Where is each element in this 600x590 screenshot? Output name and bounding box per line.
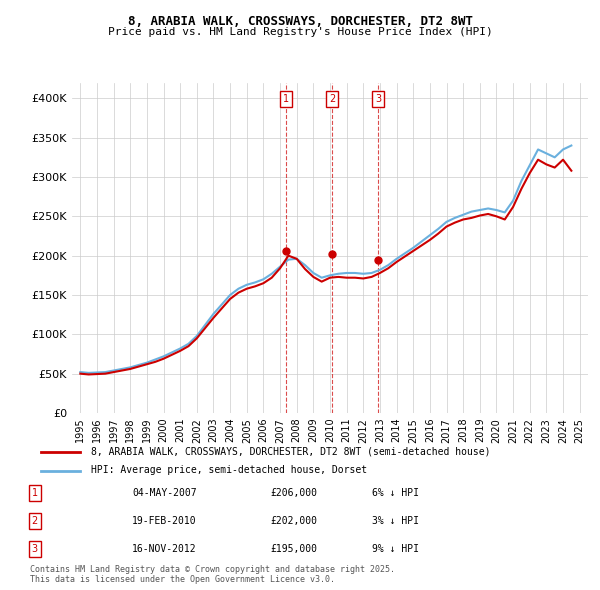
Text: 3: 3 bbox=[375, 94, 381, 104]
Text: 9% ↓ HPI: 9% ↓ HPI bbox=[372, 545, 419, 554]
Text: 2: 2 bbox=[32, 516, 38, 526]
Text: 3% ↓ HPI: 3% ↓ HPI bbox=[372, 516, 419, 526]
Text: 19-FEB-2010: 19-FEB-2010 bbox=[132, 516, 197, 526]
Text: 8, ARABIA WALK, CROSSWAYS, DORCHESTER, DT2 8WT: 8, ARABIA WALK, CROSSWAYS, DORCHESTER, D… bbox=[128, 15, 473, 28]
Text: 6% ↓ HPI: 6% ↓ HPI bbox=[372, 488, 419, 497]
Text: HPI: Average price, semi-detached house, Dorset: HPI: Average price, semi-detached house,… bbox=[91, 465, 367, 475]
Text: £202,000: £202,000 bbox=[270, 516, 317, 526]
Text: Contains HM Land Registry data © Crown copyright and database right 2025.
This d: Contains HM Land Registry data © Crown c… bbox=[30, 565, 395, 584]
Text: £206,000: £206,000 bbox=[270, 488, 317, 497]
Text: 8, ARABIA WALK, CROSSWAYS, DORCHESTER, DT2 8WT (semi-detached house): 8, ARABIA WALK, CROSSWAYS, DORCHESTER, D… bbox=[91, 446, 490, 456]
Text: 04-MAY-2007: 04-MAY-2007 bbox=[132, 488, 197, 497]
Text: 16-NOV-2012: 16-NOV-2012 bbox=[132, 545, 197, 554]
Text: 3: 3 bbox=[32, 545, 38, 554]
Text: 1: 1 bbox=[283, 94, 289, 104]
Text: 2: 2 bbox=[329, 94, 335, 104]
Text: £195,000: £195,000 bbox=[270, 545, 317, 554]
Text: Price paid vs. HM Land Registry's House Price Index (HPI): Price paid vs. HM Land Registry's House … bbox=[107, 27, 493, 37]
Text: 1: 1 bbox=[32, 488, 38, 497]
